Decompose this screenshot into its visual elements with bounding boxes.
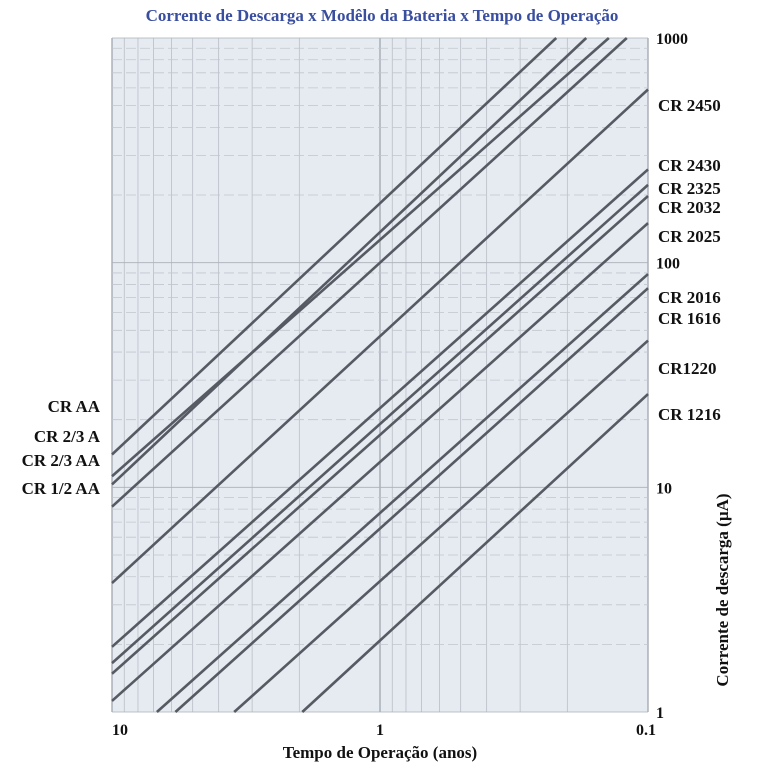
series-line-cr-2-3-a xyxy=(111,37,610,478)
series-line-cr-2325 xyxy=(111,183,649,665)
battery-label-right: CR1220 xyxy=(658,359,717,378)
battery-label-right: CR 1216 xyxy=(658,405,721,424)
x-axis-label: Tempo de Operação (anos) xyxy=(283,743,477,762)
series-line-cr-2032 xyxy=(111,195,649,675)
battery-label-right: CR 2032 xyxy=(658,198,721,217)
battery-label-right: CR 2430 xyxy=(658,156,721,175)
battery-label-right: CR 2450 xyxy=(658,96,721,115)
y-tick-label: 1 xyxy=(656,705,664,722)
battery-label-right: CR 1616 xyxy=(658,309,721,328)
series-line-cr-1216 xyxy=(301,393,649,713)
series-line-cr-2430 xyxy=(111,168,649,648)
y-axis-label: Corrente de descarga (µA) xyxy=(713,493,732,686)
series-line-cr-aa xyxy=(111,37,558,456)
series-line-cr-2016 xyxy=(156,273,649,713)
series-line-cr1220 xyxy=(233,339,649,713)
battery-label-left: CR 2/3 A xyxy=(34,427,101,446)
battery-label-right: CR 2025 xyxy=(658,227,721,246)
y-tick-label: 1000 xyxy=(656,31,688,48)
battery-label-right: CR 2325 xyxy=(658,179,721,198)
series-line-cr-2025 xyxy=(111,222,649,702)
x-tick-label: 10 xyxy=(112,722,128,739)
series-line-cr-1616 xyxy=(174,287,649,713)
y-tick-label: 100 xyxy=(656,256,680,273)
battery-label-left: CR 2/3 AA xyxy=(22,451,101,470)
series-line-cr-2450 xyxy=(111,88,649,584)
series-line-cr-1-2-aa xyxy=(111,37,628,508)
series-line-cr-2-3-aa xyxy=(111,37,588,486)
y-tick-label: 10 xyxy=(656,480,672,497)
battery-label-left: CR 1/2 AA xyxy=(22,479,101,498)
x-tick-label: 0.1 xyxy=(636,722,656,739)
chart-title: Corrente de Descarga x Modêlo da Bateria… xyxy=(145,6,619,25)
battery-label-left: CR AA xyxy=(48,397,101,416)
x-tick-label: 1 xyxy=(376,722,384,739)
battery-label-right: CR 2016 xyxy=(658,288,721,307)
